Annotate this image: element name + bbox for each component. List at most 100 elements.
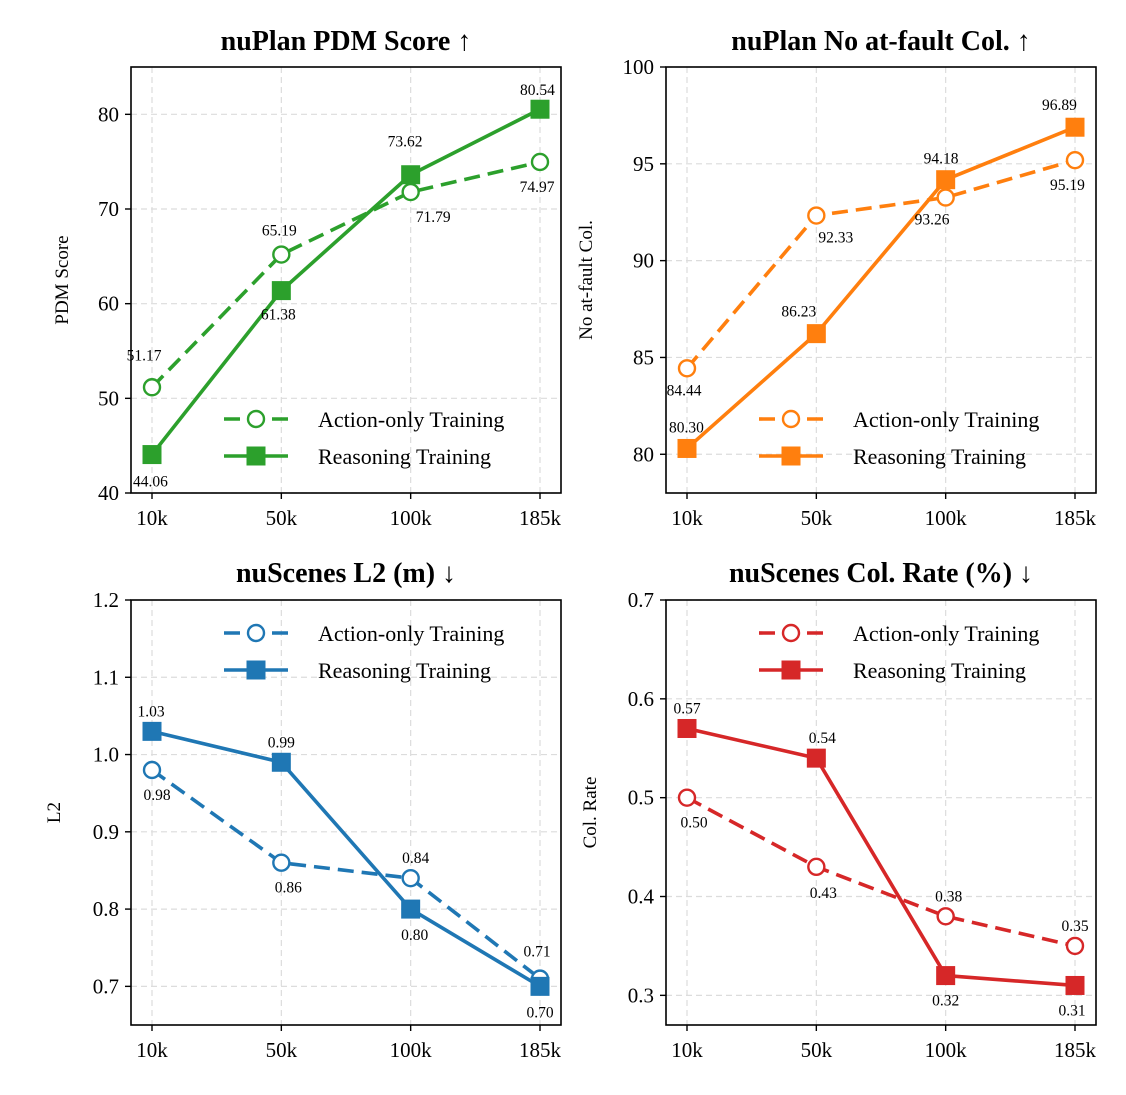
series-line-action-only <box>686 796 1076 948</box>
chart-panel-1: 10k 50k 100k 185k 40 50 60 70 80 nuPlan PDM Score… <box>52 26 562 530</box>
x-tick-label: 100k <box>390 1038 433 1062</box>
data-label-action-only: 0.50 <box>680 815 707 832</box>
legend-marker-action-only <box>781 409 801 429</box>
data-point-reasoning <box>142 721 162 741</box>
data-label-action-only: 0.86 <box>275 880 302 897</box>
legend-label-action-only: Action-only Training <box>318 407 504 432</box>
data-label-action-only: 0.98 <box>143 787 170 804</box>
data-label-reasoning: 96.89 <box>1042 97 1077 114</box>
data-point-action-only <box>530 152 550 172</box>
legend-marker-reasoning <box>781 660 801 680</box>
data-point-reasoning <box>1065 117 1085 137</box>
data-label-reasoning: 80.30 <box>669 419 704 436</box>
x-tick-label: 50k <box>266 1038 298 1062</box>
data-label-reasoning: 61.38 <box>261 307 296 324</box>
chart-title: nuPlan No at-fault Col. ↑ <box>731 26 1030 57</box>
y-axis-label: Col. Rate <box>580 777 601 849</box>
x-tick-label: 185k <box>1054 1038 1097 1062</box>
chart-panel-3: 10k 50k 100k 185k 0.7 0.8 0.9 1.0 1.1 1.2 nuScenes… <box>44 558 562 1062</box>
data-label-reasoning: 0.32 <box>932 993 959 1010</box>
y-tick-label: 70 <box>98 197 119 221</box>
legend-label-reasoning: Reasoning Training <box>318 444 491 469</box>
y-tick-label: 0.3 <box>628 983 654 1007</box>
data-point-reasoning <box>142 445 162 465</box>
y-axis-label: No at-fault Col. <box>576 220 597 340</box>
data-label-reasoning: 0.80 <box>401 927 428 944</box>
x-tick-label: 10k <box>671 1038 703 1062</box>
data-point-reasoning <box>1065 975 1085 995</box>
chart-panel-2: 10k 50k 100k 185k 80 85 90 95 100 nuPlan No at-fa… <box>576 26 1097 530</box>
data-label-action-only: 0.43 <box>810 885 837 902</box>
y-tick-label: 0.8 <box>93 897 119 921</box>
data-label-reasoning: 0.57 <box>673 700 700 717</box>
plot-frame <box>665 599 1097 1026</box>
y-tick-label: 0.5 <box>628 786 654 810</box>
plot-frame <box>665 66 1097 494</box>
y-tick-label: 0.4 <box>628 885 655 909</box>
data-label-reasoning: 0.99 <box>268 734 295 751</box>
data-point-reasoning <box>677 718 697 738</box>
chart-panel-4: 10k 50k 100k 185k 0.3 0.4 0.5 0.6 0.7 nuScenes Co… <box>580 558 1097 1062</box>
legend-marker-reasoning <box>781 446 801 466</box>
chart-title: nuPlan PDM Score ↑ <box>221 26 472 57</box>
y-tick-label: 50 <box>98 386 119 410</box>
y-tick-label: 0.7 <box>93 974 119 998</box>
data-label-reasoning: 0.54 <box>809 730 836 747</box>
y-tick-label: 95 <box>633 152 654 176</box>
y-tick-label: 0.9 <box>93 820 119 844</box>
data-point-reasoning <box>401 165 421 185</box>
legend-label-action-only: Action-only Training <box>318 621 504 646</box>
data-point-reasoning <box>806 748 826 768</box>
y-tick-label: 60 <box>98 292 119 316</box>
y-tick-label: 1.1 <box>93 665 119 689</box>
y-tick-label: 1.2 <box>93 588 119 612</box>
x-tick-label: 100k <box>390 506 433 530</box>
x-tick-label: 10k <box>671 506 703 530</box>
data-point-action-only <box>142 760 162 780</box>
x-tick-label: 100k <box>925 506 968 530</box>
y-axis-label: PDM Score <box>52 235 73 324</box>
series-line-action-only <box>150 160 541 389</box>
data-point-reasoning <box>530 976 550 996</box>
data-point-action-only <box>401 182 420 202</box>
data-label-action-only: 0.35 <box>1061 918 1088 935</box>
x-tick-label: 10k <box>136 506 168 530</box>
y-tick-label: 100 <box>623 55 655 79</box>
chart-title: nuScenes L2 (m) ↓ <box>236 558 456 589</box>
data-point-action-only <box>401 868 420 888</box>
series-line-reasoning <box>150 107 541 456</box>
y-tick-label: 40 <box>98 481 119 505</box>
series-line-reasoning <box>686 726 1076 988</box>
legend-label-reasoning: Reasoning Training <box>853 658 1026 683</box>
data-label-action-only: 71.79 <box>416 209 451 226</box>
legend-marker-reasoning <box>246 446 266 466</box>
plot-frame <box>130 599 562 1026</box>
data-point-action-only <box>677 359 697 378</box>
data-point-action-only <box>142 378 162 397</box>
data-label-reasoning: 1.03 <box>137 703 164 720</box>
data-label-action-only: 0.71 <box>523 944 550 961</box>
x-tick-label: 10k <box>136 1038 168 1062</box>
legend-label-reasoning: Reasoning Training <box>853 444 1026 469</box>
data-point-action-only <box>936 188 955 207</box>
data-label-reasoning: 0.70 <box>526 1004 553 1021</box>
legend-marker-action-only <box>246 623 266 643</box>
series-line-reasoning <box>151 729 541 988</box>
data-point-action-only <box>272 853 291 872</box>
x-tick-label: 185k <box>1054 506 1097 530</box>
legend-label-action-only: Action-only Training <box>853 407 1039 432</box>
x-tick-label: 50k <box>266 506 298 530</box>
data-point-reasoning <box>936 170 956 190</box>
y-axis-label: L2 <box>44 802 65 823</box>
data-point-action-only <box>807 857 826 877</box>
data-point-action-only <box>807 206 826 225</box>
data-label-action-only: 65.19 <box>262 223 297 240</box>
data-label-reasoning: 86.23 <box>781 304 816 321</box>
data-point-action-only <box>1065 150 1085 170</box>
data-label-action-only: 84.44 <box>667 382 702 399</box>
data-label-action-only: 0.84 <box>402 850 429 867</box>
legend-label-reasoning: Reasoning Training <box>318 658 491 683</box>
plot-frame <box>130 66 562 494</box>
series-line-reasoning <box>685 125 1076 450</box>
